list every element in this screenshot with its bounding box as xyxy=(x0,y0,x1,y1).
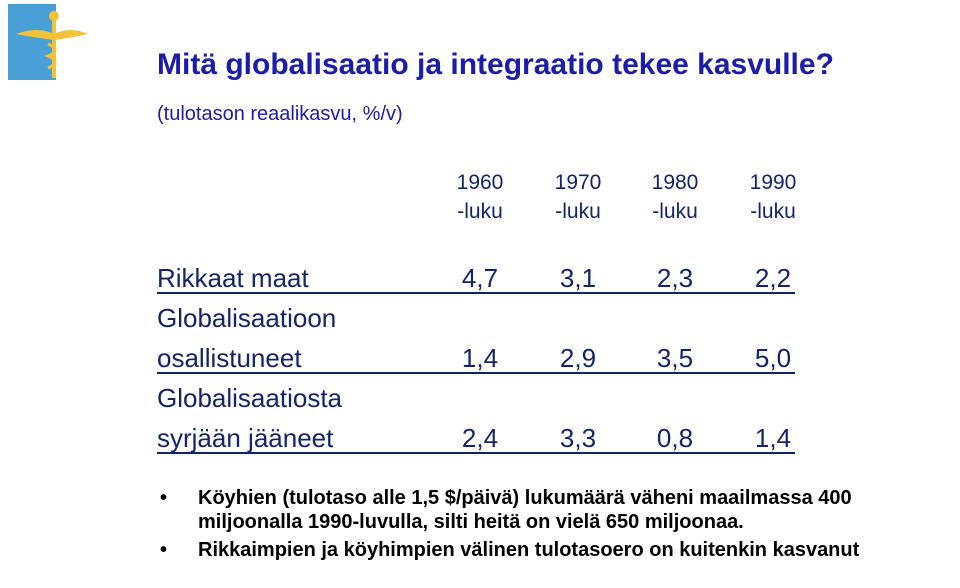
cell: 0,8 xyxy=(656,423,694,453)
cell: 2,3 xyxy=(656,263,694,293)
column-header: 1970 xyxy=(554,171,602,194)
cell: 5,0 xyxy=(754,343,792,373)
row-label: syrjään jääneet xyxy=(157,423,334,453)
column-header: -luku xyxy=(750,200,796,223)
cell: 3,3 xyxy=(559,423,597,453)
column-header: 1960 xyxy=(456,171,504,194)
row-label: Globalisaatioon xyxy=(157,303,337,333)
column-header: 1980 xyxy=(651,171,699,194)
bullet-list: Köyhien (tulotaso alle 1,5 $/päivä) luku… xyxy=(160,486,960,566)
column-header: -luku xyxy=(652,200,698,223)
cell: 2,2 xyxy=(754,263,792,293)
cell: 3,5 xyxy=(656,343,694,373)
cell: 1,4 xyxy=(461,343,499,373)
subtitle: (tulotason reaalikasvu, %/v) xyxy=(157,103,403,125)
bullet: Köyhien (tulotaso alle 1,5 $/päivä) luku… xyxy=(160,486,960,534)
column-header: -luku xyxy=(555,200,601,223)
bullet: Rikkaimpien ja köyhimpien välinen tulota… xyxy=(160,538,960,562)
column-header: 1990 xyxy=(749,171,797,194)
cell: 3,1 xyxy=(559,263,597,293)
logo xyxy=(8,4,88,80)
row-label: Globalisaatiosta xyxy=(157,383,342,413)
row-label: Rikkaat maat xyxy=(157,263,309,293)
row-underline xyxy=(157,452,795,454)
cell: 2,9 xyxy=(559,343,597,373)
cell: 1,4 xyxy=(754,423,792,453)
row-underline xyxy=(157,372,795,374)
title: Mitä globalisaatio ja integraatio tekee … xyxy=(157,48,834,81)
row-underline xyxy=(157,292,795,294)
column-header: -luku xyxy=(457,200,503,223)
cell: 2,4 xyxy=(461,423,499,453)
cell: 4,7 xyxy=(461,263,499,293)
row-label: osallistuneet xyxy=(157,343,302,373)
